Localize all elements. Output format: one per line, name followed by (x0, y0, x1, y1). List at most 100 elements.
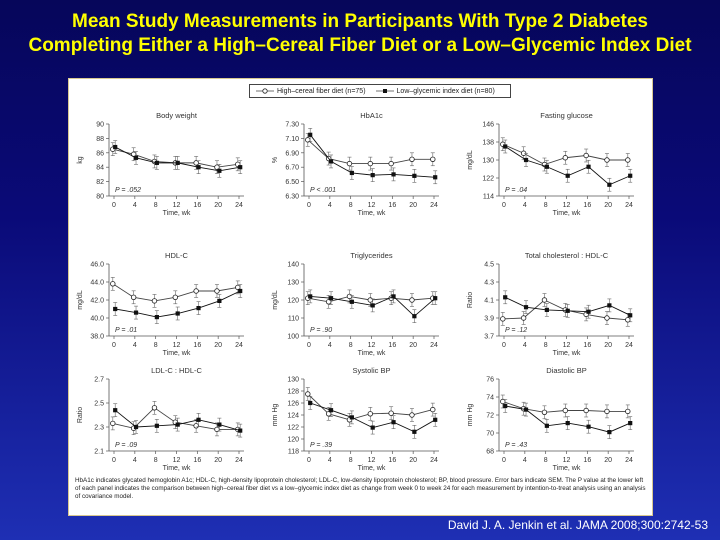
chart-hba1c-xtick-label: 0 (307, 202, 311, 209)
chart-fasting-glucose-low-point (544, 164, 549, 169)
chart-triglycerides-low-point (370, 303, 375, 308)
chart-ldl-c-hdl-c-low-point (154, 423, 159, 428)
chart-hba1c-low-point (370, 173, 375, 178)
chart-body-weight-xtick-label: 0 (112, 202, 116, 209)
chart-fasting-glucose-high-point (604, 157, 610, 163)
chart-triglycerides-ytick-label: 100 (287, 334, 299, 341)
chart-systolic-bp-xtick-label: 24 (430, 457, 438, 464)
chart-systolic-bp-xtick-label: 20 (409, 457, 417, 464)
chart-systolic-bp-xlabel: Time, wk (358, 465, 386, 472)
chart-hdl-c-xlabel: Time, wk (163, 350, 191, 357)
chart-hdl-c-xtick-label: 12 (173, 342, 181, 349)
chart-hdl-c-xtick-label: 20 (214, 342, 222, 349)
chart-hdl-c-xtick-label: 24 (235, 342, 243, 349)
title-line-2: Completing Either a High–Cereal Fiber Di… (28, 35, 692, 56)
chart-systolic-bp-low-point (412, 429, 417, 434)
chart-ldl-c-hdl-c-p-value: P = .09 (115, 442, 137, 449)
chart-total-cholesterol-hdl-c: Total cholesterol : HDL-C 3.7 3.9 4.1 4.3 4.5… (467, 251, 634, 357)
legend: High–cereal fiber diet (n=75) Low–glycem… (249, 84, 511, 98)
chart-hdl-c-low-point (238, 288, 243, 294)
chart-ldl-c-hdl-c-low-point (217, 422, 222, 427)
chart-total-cholesterol-hdl-c-title: Total cholesterol : HDL-C (525, 251, 609, 260)
chart-fasting-glucose-p-value: P = .04 (505, 187, 527, 194)
chart-hdl-c-title: HDL-C (165, 251, 189, 260)
chart-fasting-glucose-low-point (503, 144, 508, 149)
chart-hba1c-low-point (349, 170, 354, 176)
chart-body-weight-low-point (113, 144, 118, 150)
chart-total-cholesterol-hdl-c-high-point (541, 297, 548, 303)
chart-hdl-c-high-point (110, 281, 116, 287)
chart-total-cholesterol-hdl-c-ytick-label: 4.1 (484, 298, 494, 305)
chart-body-weight-low-point (238, 165, 243, 170)
chart-triglycerides-xtick-label: 20 (409, 342, 417, 349)
chart-fasting-glucose-low-point (523, 157, 529, 163)
chart-body-weight-xtick-label: 12 (173, 202, 181, 209)
chart-hba1c-xtick-label: 24 (430, 202, 438, 209)
chart-body-weight-low-point (217, 168, 222, 173)
chart-ldl-c-hdl-c-ytick-label: 2.7 (94, 377, 104, 384)
chart-ldl-c-hdl-c-high-point (110, 420, 116, 427)
chart-hba1c-p-value: P < .001 (310, 187, 336, 194)
filled-square-line-icon (375, 89, 394, 93)
chart-hba1c-high-point (388, 160, 394, 167)
legend-item-low: Low–glycemic index diet (n=80) (375, 88, 495, 95)
chart-ldl-c-hdl-c-low-point (133, 424, 139, 430)
chart-ldl-c-hdl-c-xtick-label: 20 (214, 457, 222, 464)
chart-systolic-bp-ytick-label: 122 (287, 425, 299, 432)
chart-systolic-bp-low-point (328, 408, 334, 413)
chart-systolic-bp-xtick-label: 4 (328, 457, 332, 464)
chart-hdl-c-high-point (130, 294, 137, 300)
chart-hdl-c-ytick-label: 40.0 (90, 316, 104, 323)
legend-label-high: High–cereal fiber diet (n=75) (277, 87, 366, 95)
chart-total-cholesterol-hdl-c-xtick-label: 4 (523, 342, 527, 349)
chart-triglycerides-title: Triglycerides (350, 251, 392, 260)
chart-total-cholesterol-hdl-c-xtick-label: 0 (502, 342, 506, 349)
chart-fasting-glucose-low-point (565, 173, 570, 178)
chart-ldl-c-hdl-c-xlabel: Time, wk (163, 465, 191, 472)
figure-panel: High–cereal fiber diet (n=75) Low–glycem… (68, 78, 653, 516)
chart-triglycerides: Triglycerides 100 110 120 130 140 mg/dL 0 4 8 12 16… (272, 251, 439, 357)
chart-body-weight-xtick-label: 20 (214, 202, 222, 209)
chart-total-cholesterol-hdl-c-low-point (607, 303, 612, 308)
chart-total-cholesterol-hdl-c-high-point (625, 317, 631, 323)
chart-diastolic-bp-high-point (604, 408, 610, 415)
chart-hba1c-low-point (412, 173, 417, 178)
chart-triglycerides-xtick-label: 8 (349, 342, 353, 349)
chart-diastolic-bp-ytick-label: 68 (486, 449, 494, 456)
chart-systolic-bp-ytick-label: 126 (287, 401, 299, 408)
chart-total-cholesterol-hdl-c-ytick-label: 4.5 (484, 262, 494, 269)
chart-diastolic-bp-xtick-label: 0 (502, 457, 506, 464)
chart-diastolic-bp-p-value: P = .43 (505, 442, 527, 449)
chart-hba1c-high-point (346, 160, 353, 167)
open-circle-line-icon (256, 88, 274, 94)
chart-hdl-c-ytick-label: 46.0 (90, 262, 104, 269)
chart-diastolic-bp-low-point (628, 421, 633, 426)
chart-hba1c-low-point (328, 159, 334, 164)
chart-total-cholesterol-hdl-c-low-point (565, 308, 570, 313)
chart-diastolic-bp-ytick-label: 74 (486, 395, 494, 402)
chart-fasting-glucose-xtick-label: 4 (523, 202, 527, 209)
chart-hba1c-ylabel: % (272, 157, 279, 163)
chart-fasting-glucose-high-point (562, 155, 568, 161)
chart-hba1c-xtick-label: 4 (328, 202, 332, 209)
chart-total-cholesterol-hdl-c-xtick-label: 12 (563, 342, 571, 349)
chart-systolic-bp-low-point (433, 417, 438, 422)
chart-hdl-c-high-point (193, 288, 199, 294)
chart-total-cholesterol-hdl-c-xtick-label: 16 (583, 342, 591, 349)
chart-diastolic-bp-xtick-label: 16 (583, 457, 591, 464)
chart-ldl-c-hdl-c: LDL-C : HDL-C 2.1 2.3 2.5 2.7 Ratio 0 4 8 12 16 20 2… (77, 366, 244, 472)
chart-triglycerides-low-point (349, 299, 354, 304)
chart-systolic-bp-ytick-label: 118 (288, 449, 299, 456)
chart-diastolic-bp-low-point (586, 424, 591, 429)
chart-systolic-bp-high-point (409, 412, 415, 418)
citation: David J. A. Jenkin et al. JAMA 2008;300:… (447, 518, 708, 532)
chart-triglycerides-xtick-label: 0 (307, 342, 311, 349)
chart-fasting-glucose-xlabel: Time, wk (553, 210, 581, 217)
chart-ldl-c-hdl-c-title: LDL-C : HDL-C (151, 366, 202, 375)
chart-diastolic-bp-title: Diastolic BP (546, 366, 586, 375)
chart-triglycerides-xtick-label: 16 (388, 342, 396, 349)
chart-hdl-c-low-point (175, 311, 180, 316)
chart-ldl-c-hdl-c-xtick-label: 12 (173, 457, 181, 464)
chart-diastolic-bp-xtick-label: 24 (625, 457, 633, 464)
chart-hba1c-xtick-label: 20 (409, 202, 417, 209)
